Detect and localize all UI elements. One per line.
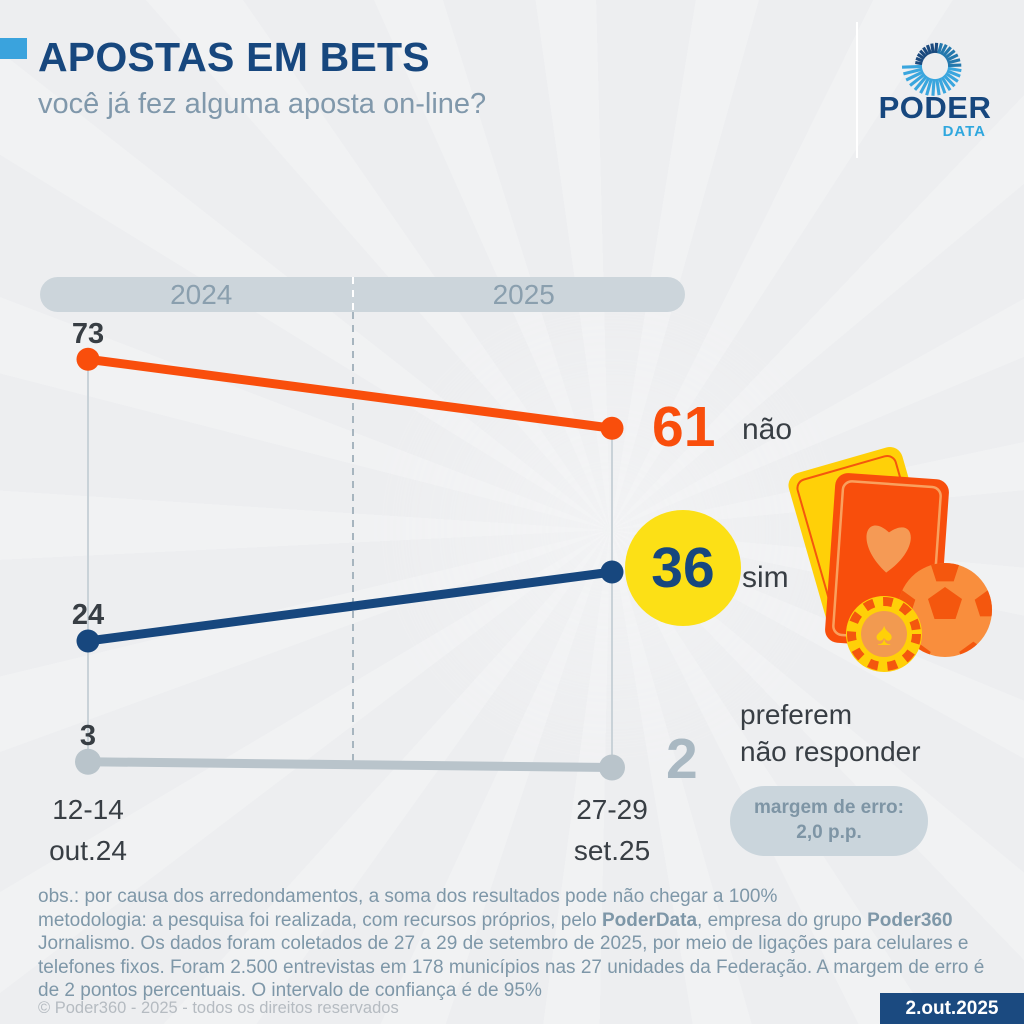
year-2024-label: 2024 [170, 278, 233, 310]
value-sim-2024: 24 [71, 599, 105, 631]
x-axis-label-2025: 27-29 set.25 [573, 794, 651, 866]
methodology-note: obs.: por causa dos arredondamentos, a s… [38, 885, 992, 1003]
value-prefer-2025: 2 [666, 727, 698, 791]
nao-label: não [742, 413, 793, 446]
spade-icon: ♠ [876, 616, 893, 652]
page-title: APOSTAS EM BETS [38, 34, 430, 80]
value-nao-2025: 61 [652, 395, 716, 459]
sim-label: sim [742, 561, 789, 594]
year-2025-label: 2025 [492, 278, 555, 310]
value-nao-2024: 73 [71, 318, 105, 350]
prefer-not-answer-label: preferem não responder [740, 699, 921, 767]
value-prefer-2024: 3 [79, 720, 97, 752]
publication-date-badge: 2.out.2025 [880, 993, 1024, 1024]
sunburst-logo-icon [901, 42, 962, 96]
heart-icon [866, 525, 911, 573]
margin-of-error-badge: margem de erro: 2,0 p.p. [730, 786, 928, 856]
copyright-text: © Poder360 - 2025 - todos os direitos re… [38, 999, 399, 1017]
poderdata-logo: PODER DATA [876, 28, 994, 148]
highlight-circle: 36 [625, 510, 741, 626]
survey-question: você já fez alguma aposta on-line? [38, 88, 487, 120]
header-divider [856, 22, 858, 158]
x-axis-label-2024: 12-14 out.24 [49, 794, 127, 866]
logo-brand-text: PODER [878, 90, 992, 125]
accent-square [0, 38, 27, 59]
poker-chip-icon: ♠ [846, 596, 922, 672]
betting-cards-icon: ♠ [788, 447, 992, 672]
logo-subbrand-text: DATA [942, 123, 986, 140]
methodology-paragraph: metodologia: a pesquisa foi realizada, c… [38, 909, 985, 1002]
rounding-note: obs.: por causa dos arredondamentos, a s… [38, 886, 778, 907]
timeline-year-bar: 2024 2025 [40, 277, 685, 312]
value-sim-2025: 36 [651, 536, 715, 600]
